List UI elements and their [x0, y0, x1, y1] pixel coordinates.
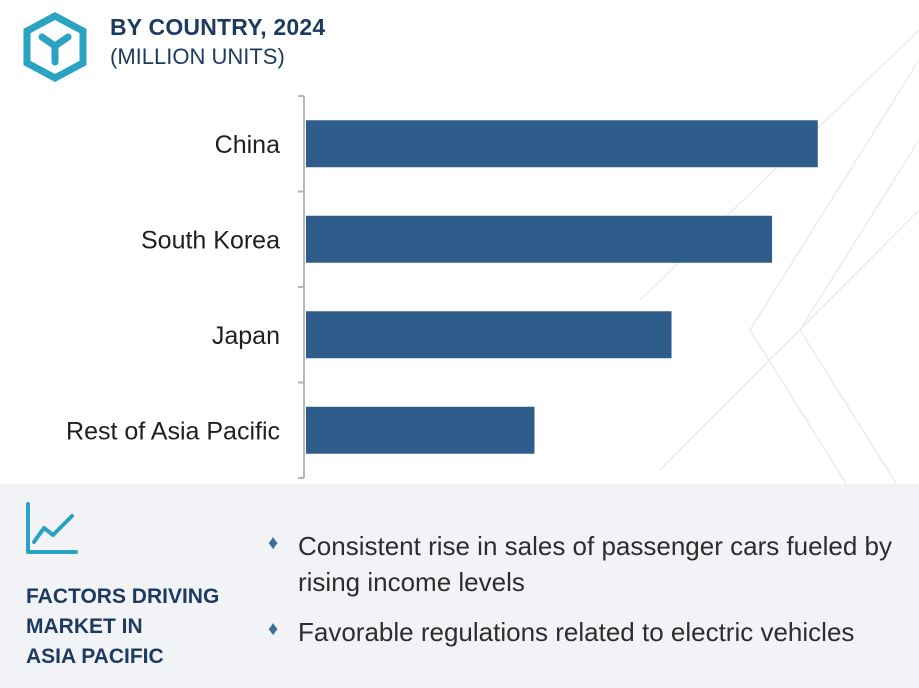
bar-japan — [306, 311, 672, 359]
bar-rest-of-asia-pacific — [306, 406, 535, 454]
factors-panel — [0, 484, 919, 688]
hexagon-y-logo-icon — [23, 12, 87, 82]
logo — [22, 12, 88, 82]
category-label: Japan — [212, 322, 280, 350]
factors-title-line: ASIA PACIFIC — [26, 645, 164, 668]
list-item: ♦ Favorable regulations related to elect… — [268, 614, 908, 650]
bar-chart: China South Korea Japan Rest of Asia Pacifi… — [66, 95, 818, 479]
bar-south-korea — [306, 215, 773, 263]
factors-list: ♦ Consistent rise in sales of passenger … — [268, 528, 908, 664]
trend-line-chart-icon — [26, 502, 78, 554]
factor-text: Favorable regulations related to electri… — [298, 617, 855, 647]
category-label: China — [215, 131, 280, 159]
chart-title: BY COUNTRY, 2024 — [110, 14, 326, 40]
factors-title-line: FACTORS DRIVING — [26, 585, 220, 608]
factors-title: FACTORS DRIVING MARKET IN ASIA PACIFIC — [26, 582, 246, 672]
factor-text: Consistent rise in sales of passenger ca… — [298, 531, 892, 597]
category-label: Rest of Asia Pacific — [66, 417, 280, 445]
bar-china — [306, 120, 818, 168]
diamond-bullet-icon: ♦ — [268, 532, 279, 554]
list-item: ♦ Consistent rise in sales of passenger … — [268, 528, 908, 600]
chart-subtitle: (MILLION UNITS) — [110, 44, 285, 69]
category-label: South Korea — [141, 226, 280, 254]
diamond-bullet-icon: ♦ — [268, 618, 279, 640]
factors-title-line: MARKET IN — [26, 615, 143, 638]
